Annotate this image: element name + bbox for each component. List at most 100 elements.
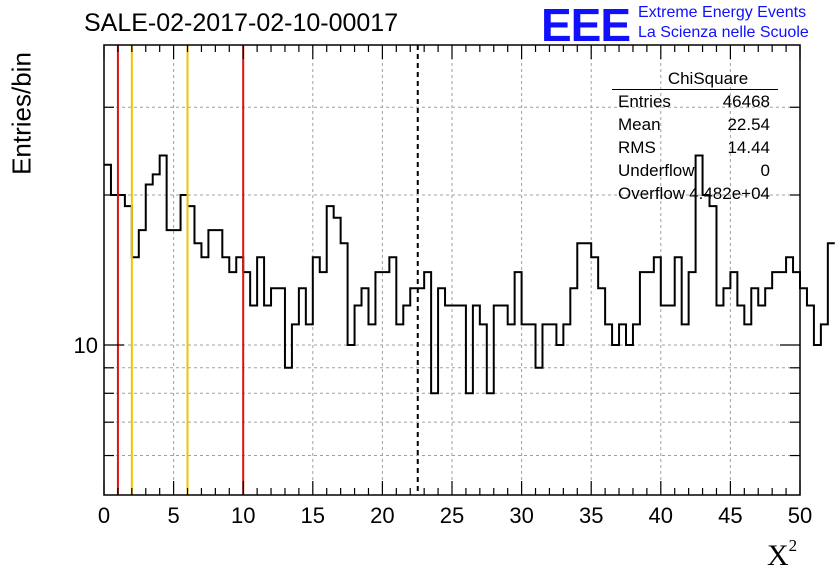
- histogram-bin: [313, 257, 320, 495]
- histogram-bin: [522, 324, 529, 495]
- x-tick-label: 25: [440, 503, 464, 528]
- histogram-bin: [153, 174, 160, 495]
- histogram-bin: [584, 243, 591, 495]
- histogram-bin: [675, 257, 682, 495]
- histogram-bin: [334, 218, 341, 495]
- x-tick-label: 35: [579, 503, 603, 528]
- stats-row-entries: Entries 46468: [612, 90, 778, 113]
- histogram-bin: [250, 306, 257, 495]
- histogram-bin: [828, 243, 835, 495]
- histogram-bin: [515, 272, 522, 495]
- histogram-bin: [285, 368, 292, 495]
- histogram-bin: [633, 324, 640, 495]
- histogram-bin: [146, 184, 153, 495]
- histogram-bin: [737, 306, 744, 495]
- histogram-bin: [355, 306, 362, 495]
- histogram-bin: [563, 324, 570, 495]
- histogram-bin: [487, 393, 494, 495]
- histogram-bin: [800, 288, 807, 495]
- histogram-bin: [243, 272, 250, 495]
- histogram-bin: [501, 306, 508, 495]
- stats-value: 46468: [722, 92, 770, 111]
- eee-logo: EEE: [541, 0, 631, 51]
- histogram-bin: [716, 306, 723, 495]
- histogram-bin: [689, 272, 696, 495]
- histogram-bin: [375, 272, 382, 495]
- histogram-bin: [703, 195, 710, 495]
- histogram-bin: [459, 306, 466, 495]
- histogram-bin: [744, 324, 751, 495]
- histogram-bin: [410, 288, 417, 495]
- histogram-bin: [536, 368, 543, 495]
- x-tick-label: 15: [301, 503, 325, 528]
- x-tick-label: 10: [231, 503, 255, 528]
- chart-title: SALE-02-2017-02-10-00017: [84, 9, 399, 37]
- x-tick-label: 45: [718, 503, 742, 528]
- stats-key: Overflow: [618, 184, 686, 203]
- histogram-bin: [452, 306, 459, 495]
- histogram-bin: [772, 272, 779, 495]
- histogram-bin: [480, 324, 487, 495]
- stats-value: 0: [760, 161, 770, 180]
- histogram-bin: [292, 324, 299, 495]
- histogram-bin: [167, 230, 174, 495]
- stats-box: ChiSquare Entries 46468 Mean 22.54 RMS 1…: [612, 68, 778, 205]
- histogram-bin: [445, 306, 452, 495]
- stats-value: 4.482e+04: [689, 184, 770, 203]
- histogram-bin: [556, 345, 563, 495]
- stats-value: 22.54: [727, 115, 770, 134]
- x-tick-label: 0: [98, 503, 110, 528]
- histogram-bin: [382, 272, 389, 495]
- histogram-bin: [619, 324, 626, 495]
- histogram-bin: [814, 345, 821, 495]
- histogram-bin: [529, 324, 536, 495]
- histogram-bin: [758, 306, 765, 495]
- histogram-bin: [807, 306, 814, 495]
- x-tick-label: 30: [509, 503, 533, 528]
- logo-line-2: La Scienza nelle Scuole: [638, 24, 809, 41]
- x-tick-label: 5: [167, 503, 179, 528]
- histogram-bin: [389, 257, 396, 495]
- histogram-bin: [508, 324, 515, 495]
- histogram-bin: [821, 324, 828, 495]
- histogram-bin: [598, 288, 605, 495]
- histogram-bin: [368, 324, 375, 495]
- stats-key: RMS: [618, 138, 656, 157]
- histogram-bin: [710, 206, 717, 495]
- histogram-bin: [160, 156, 167, 495]
- histogram-bin: [181, 195, 188, 495]
- histogram-bin: [473, 306, 480, 495]
- histogram-bin: [591, 257, 598, 495]
- histogram-bin: [201, 257, 208, 495]
- histogram-bin: [612, 345, 619, 495]
- stats-key: Underflow: [618, 161, 695, 180]
- histogram-bin: [431, 393, 438, 495]
- histogram-bin: [779, 272, 786, 495]
- histogram-bin: [654, 257, 661, 495]
- histogram-bin: [494, 306, 501, 495]
- logo-line-1: Extreme Energy Events: [638, 4, 807, 21]
- histogram-bin: [647, 272, 654, 495]
- histogram-bin: [194, 243, 201, 495]
- histogram-bin: [661, 306, 668, 495]
- histogram-bin: [403, 306, 410, 495]
- histogram-bin: [257, 257, 264, 495]
- histogram-bin: [466, 393, 473, 495]
- histogram-bin: [626, 345, 633, 495]
- histogram-bin: [793, 272, 800, 495]
- x-tick-label: 50: [788, 503, 812, 528]
- stats-row-rms: RMS 14.44: [612, 136, 778, 159]
- histogram-bin: [327, 206, 334, 495]
- histogram-bin: [222, 257, 229, 495]
- histogram-series: [104, 154, 835, 395]
- histogram-bin: [396, 324, 403, 495]
- histogram-bin: [723, 288, 730, 495]
- histogram-bin: [668, 306, 675, 495]
- histogram-bin: [229, 272, 236, 495]
- histogram-bin: [424, 272, 431, 495]
- histogram-bin: [348, 345, 355, 495]
- histogram-bin: [570, 288, 577, 495]
- x-axis-label: X2: [767, 536, 798, 572]
- stats-row-underflow: Underflow 0: [612, 159, 778, 182]
- stats-row-overflow: Overflow 4.482e+04: [612, 182, 778, 205]
